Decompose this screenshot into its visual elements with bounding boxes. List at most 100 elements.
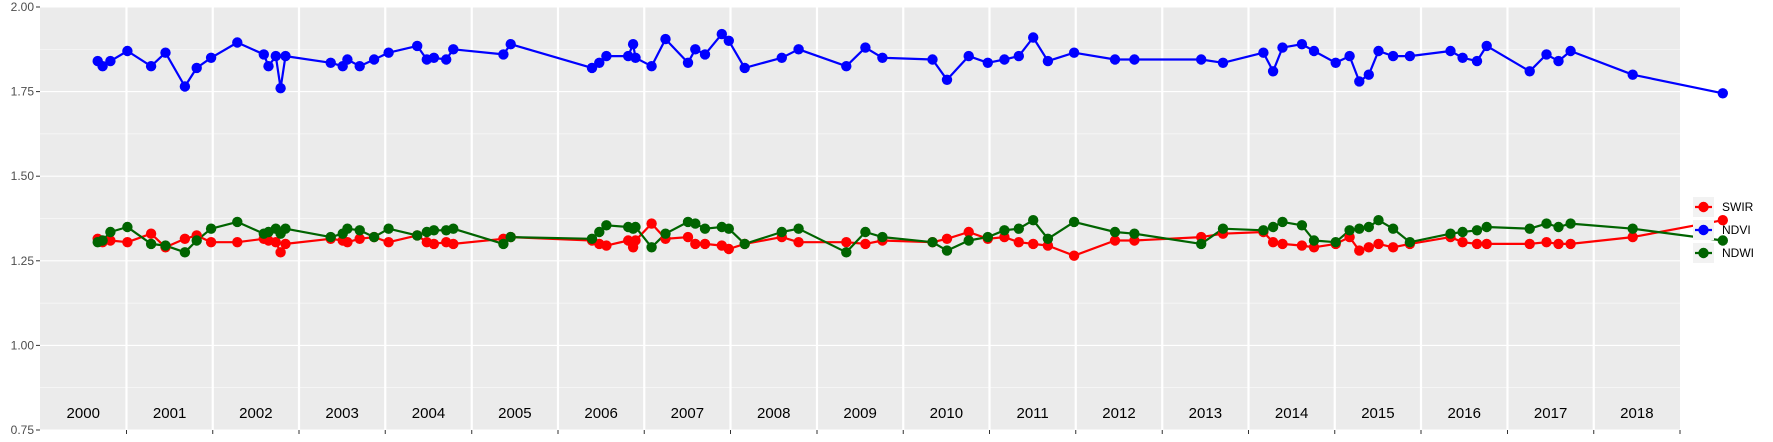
data-point-ndwi: [325, 231, 336, 243]
data-point-swir: [793, 237, 804, 248]
data-point-ndwi: [1196, 238, 1207, 250]
data-point-swir: [860, 238, 871, 250]
data-point-swir: [275, 247, 286, 258]
data-point-swir: [354, 233, 365, 244]
data-point-ndvi: [586, 62, 598, 74]
year-label: 2006: [584, 405, 617, 422]
data-point-ndwi: [1387, 223, 1399, 234]
data-point-ndwi: [963, 235, 974, 246]
data-point-ndvi: [145, 60, 157, 72]
data-point-ndwi: [841, 247, 852, 258]
legend-label-ndwi: NDWI: [1722, 246, 1754, 260]
data-point-ndvi: [383, 47, 394, 58]
data-point-swir: [646, 218, 657, 229]
data-point-ndvi: [232, 37, 243, 48]
data-point-ndvi: [646, 60, 657, 72]
data-point-swir: [205, 237, 217, 248]
data-point-swir: [383, 237, 394, 248]
data-point-ndvi: [601, 50, 612, 62]
y-tick-label: 1.25: [11, 254, 35, 268]
data-point-swir: [601, 240, 612, 251]
legend[interactable]: SWIR NDVI NDWI: [1693, 197, 1754, 263]
data-point-ndwi: [1373, 215, 1384, 226]
year-label: 2017: [1534, 405, 1567, 422]
data-point-ndwi: [1457, 226, 1468, 238]
data-point-ndvi: [739, 62, 750, 74]
year-label: 2004: [412, 405, 445, 422]
year-label: 2016: [1448, 405, 1481, 422]
data-point-ndvi: [1445, 45, 1456, 57]
data-point-ndvi: [776, 52, 787, 63]
data-point-swir: [1553, 238, 1564, 250]
data-point-ndvi: [105, 55, 116, 67]
year-label: 2010: [930, 405, 963, 422]
data-point-ndvi: [205, 52, 217, 63]
data-point-ndvi: [793, 44, 804, 55]
year-label: 2011: [1016, 405, 1048, 422]
data-point-swir: [1481, 238, 1492, 250]
data-point-ndvi: [877, 52, 888, 63]
data-point-swir: [1296, 240, 1308, 251]
data-point-swir: [1524, 238, 1535, 250]
year-label: 2002: [239, 405, 272, 422]
data-point-ndvi: [448, 44, 459, 55]
data-point-ndvi: [982, 57, 993, 68]
year-label: 2014: [1275, 405, 1308, 422]
data-point-ndwi: [1404, 237, 1416, 248]
year-label: 2009: [843, 405, 876, 422]
data-point-ndwi: [1013, 223, 1024, 234]
data-point-ndvi: [1258, 47, 1269, 58]
data-point-ndvi: [441, 54, 452, 65]
year-label: 2000: [67, 405, 100, 422]
y-tick-label: 1.50: [11, 169, 35, 183]
data-point-swir: [941, 233, 953, 244]
data-point-swir: [1013, 237, 1024, 248]
y-tick-label: 0.75: [11, 423, 35, 437]
data-point-ndvi: [660, 33, 671, 45]
data-point-ndvi: [1373, 45, 1384, 57]
year-label: 2015: [1361, 405, 1394, 422]
data-point-ndvi: [690, 44, 701, 55]
data-point-ndvi: [963, 50, 974, 62]
data-point-ndwi: [739, 238, 750, 250]
series-points: [92, 28, 1729, 261]
data-point-ndvi: [1524, 66, 1535, 77]
data-point-ndwi: [1129, 228, 1140, 239]
y-tick-label: 1.00: [11, 338, 35, 352]
data-point-ndvi: [1354, 76, 1365, 87]
year-label: 2007: [671, 405, 704, 422]
data-point-ndwi: [280, 223, 291, 234]
data-point-ndwi: [646, 242, 657, 253]
data-point-ndvi: [270, 50, 281, 62]
data-point-ndwi: [1553, 221, 1564, 233]
data-point-ndvi: [97, 60, 108, 72]
data-point-ndwi: [179, 247, 191, 258]
legend-label-ndvi: NDVI: [1722, 223, 1751, 237]
data-point-swir: [280, 238, 291, 250]
data-point-ndwi: [205, 223, 217, 234]
data-point-ndwi: [877, 231, 888, 243]
data-point-ndvi: [505, 39, 516, 50]
data-point-ndvi: [1042, 55, 1054, 67]
data-point-ndvi: [258, 49, 269, 60]
data-point-ndwi: [594, 226, 605, 238]
data-point-swir: [1068, 250, 1080, 261]
data-point-ndwi: [428, 225, 440, 236]
data-point-ndwi: [1565, 218, 1576, 229]
data-point-ndwi: [122, 221, 133, 233]
data-point-swir: [179, 233, 191, 244]
data-point-ndvi: [1457, 52, 1468, 63]
data-point-swir: [630, 235, 641, 246]
data-point-ndvi: [682, 57, 694, 68]
year-label: 2008: [757, 405, 790, 422]
series-line-ndvi: [96, 33, 1724, 95]
data-point-swir: [723, 243, 734, 255]
data-point-ndwi: [383, 223, 394, 234]
data-point-ndvi: [927, 54, 938, 65]
data-point-ndwi: [1717, 235, 1729, 246]
data-point-ndwi: [1217, 223, 1229, 234]
data-point-ndwi: [927, 237, 938, 248]
data-point-ndwi: [690, 218, 701, 229]
data-point-ndwi: [941, 245, 953, 256]
data-point-ndwi: [699, 223, 711, 234]
